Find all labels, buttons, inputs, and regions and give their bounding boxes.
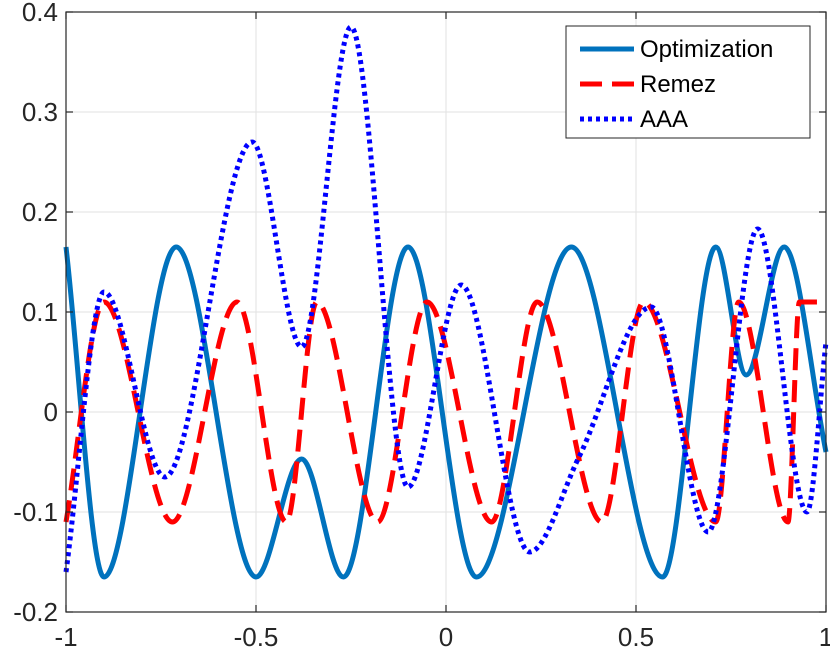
x-tick-label: -0.5 (234, 622, 279, 652)
y-tick-label: 0.3 (22, 97, 58, 127)
axis-ticks: -1 -0.5 0 0.5 1 -0.2 -0.1 0 0.1 0.2 0.3 0.4 (13, 0, 830, 652)
y-tick-label: 0 (44, 397, 58, 427)
legend-label-aaa: AAA (640, 106, 688, 133)
legend: Optimization Remez AAA (565, 25, 811, 139)
series-line-aaa (63, 24, 829, 573)
y-tick-label: -0.1 (13, 497, 58, 527)
x-tick-label: 0.5 (618, 622, 654, 652)
x-tick-label: -1 (54, 622, 77, 652)
legend-label-optimization: Optimization (640, 36, 773, 63)
series-line-remez (63, 299, 826, 525)
y-tick-label: 0.1 (22, 297, 58, 327)
legend-label-remez: Remez (640, 71, 716, 98)
y-tick-label: 0.2 (22, 197, 58, 227)
y-tick-label: 0.4 (22, 0, 58, 27)
y-tick-label: -0.2 (13, 597, 58, 627)
x-tick-label: 1 (819, 622, 830, 652)
series-line-optimization (63, 244, 829, 580)
series-group (63, 24, 829, 580)
x-tick-label: 0 (439, 622, 453, 652)
